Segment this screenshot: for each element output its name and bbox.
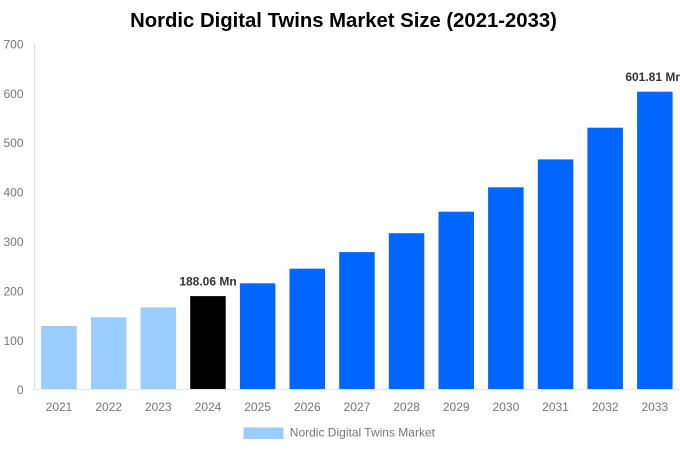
svg-text:2028: 2028 [393,400,420,414]
svg-text:400: 400 [3,186,23,200]
svg-text:2024: 2024 [195,400,222,414]
svg-text:100: 100 [3,334,23,348]
svg-text:600: 600 [3,87,23,101]
svg-text:2022: 2022 [95,400,122,414]
svg-text:188.06 Mn: 188.06 Mn [179,274,236,288]
svg-text:2027: 2027 [344,400,371,414]
svg-text:601.81 Mn: 601.81 Mn [625,70,680,84]
svg-text:700: 700 [3,37,23,51]
svg-text:2030: 2030 [493,400,520,414]
svg-text:500: 500 [3,136,23,150]
svg-text:2032: 2032 [592,400,619,414]
svg-text:2021: 2021 [46,400,73,414]
svg-text:2029: 2029 [443,400,470,414]
svg-text:Nordic Digital Twins Market: Nordic Digital Twins Market [290,426,436,440]
svg-text:Nordic Digital Twins Market Si: Nordic Digital Twins Market Size (2021-2… [130,10,557,32]
svg-text:300: 300 [3,235,23,249]
svg-text:200: 200 [3,284,23,298]
svg-text:0: 0 [17,383,24,397]
svg-text:2026: 2026 [294,400,321,414]
svg-text:2025: 2025 [244,400,271,414]
svg-text:2031: 2031 [542,400,569,414]
svg-text:2033: 2033 [641,400,668,414]
svg-text:2023: 2023 [145,400,172,414]
